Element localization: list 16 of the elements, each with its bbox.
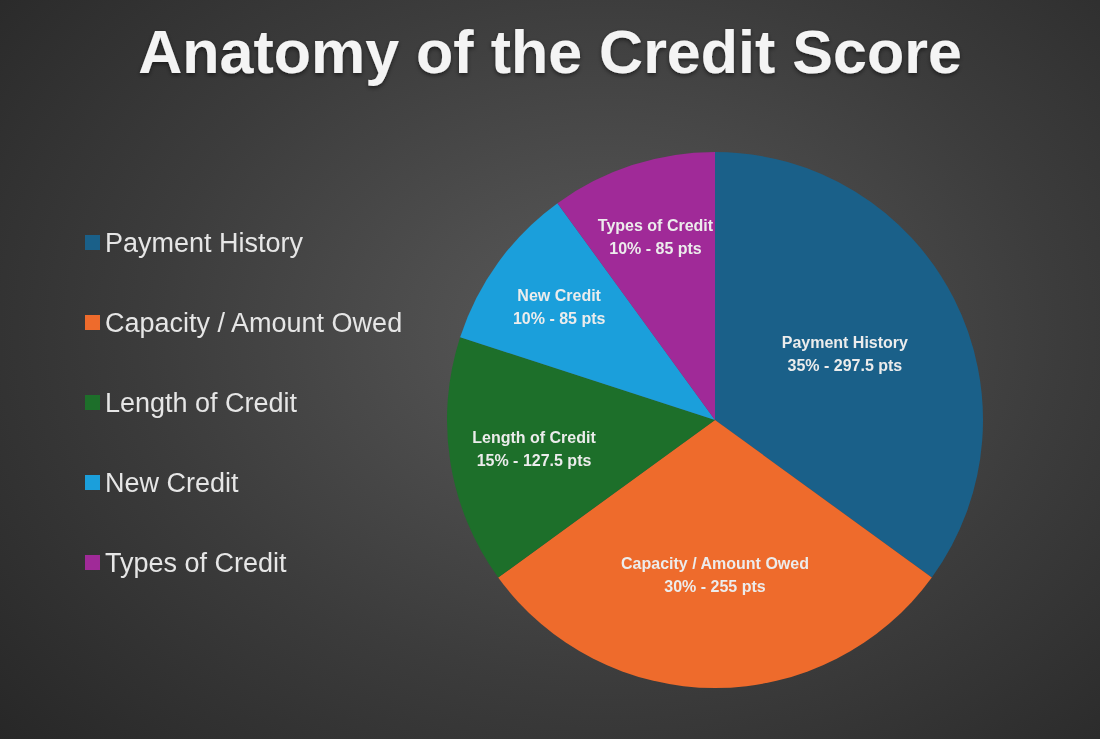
data-label: 30% - 255 pts — [664, 578, 766, 596]
chart-title: Anatomy of the Credit Score — [138, 17, 962, 86]
slice-label: Payment History — [781, 333, 909, 351]
legend-label: Types of Credit — [105, 547, 288, 578]
data-label: 10% - 85 pts — [512, 309, 606, 327]
data-label: 35% - 297.5 pts — [787, 356, 903, 374]
slice-label: Length of Credit — [472, 428, 597, 446]
data-label: 10% - 85 pts — [609, 239, 702, 257]
legend-label: Length of Credit — [105, 387, 298, 418]
legend-label: Capacity / Amount Owed — [105, 307, 403, 338]
data-label: 15% - 127.5 pts — [476, 451, 592, 469]
slice-label: New Credit — [517, 286, 602, 304]
legend-label: New Credit — [105, 467, 240, 498]
slice-label: Capacity / Amount Owed — [621, 555, 809, 573]
legend-label: Payment History — [105, 227, 304, 258]
slice-label: Types of Credit — [597, 216, 714, 234]
